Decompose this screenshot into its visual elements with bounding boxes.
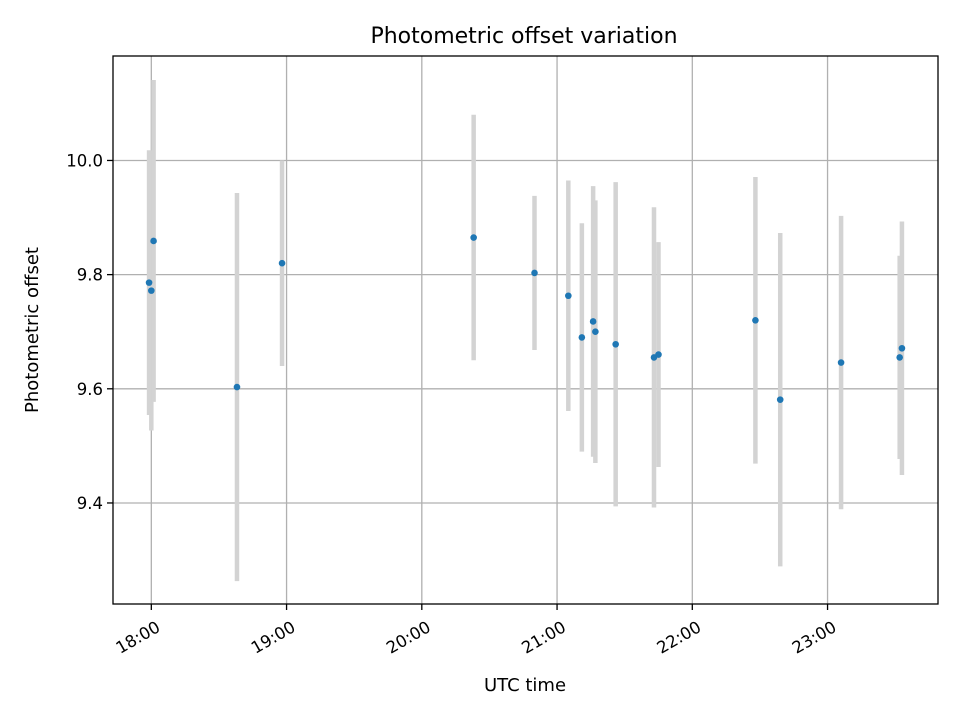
y-axis-label: Photometric offset bbox=[22, 247, 43, 413]
data-point bbox=[148, 287, 155, 294]
data-point bbox=[896, 354, 903, 361]
data-point bbox=[150, 237, 157, 245]
data-point bbox=[612, 340, 619, 348]
y-tick-label: 10.0 bbox=[66, 151, 103, 170]
point-layer bbox=[145, 234, 906, 403]
data-point bbox=[592, 328, 599, 336]
data-point bbox=[776, 396, 784, 403]
plot-frame bbox=[112, 55, 939, 605]
x-tick-label: 22:00 bbox=[654, 617, 705, 657]
grid-layer bbox=[113, 56, 938, 604]
data-point bbox=[278, 259, 286, 267]
data-point bbox=[837, 359, 845, 366]
errorbar-layer bbox=[146, 79, 905, 582]
data-point bbox=[578, 334, 586, 341]
data-point bbox=[470, 234, 477, 241]
y-tick-label: 9.6 bbox=[77, 380, 103, 399]
data-point bbox=[752, 316, 759, 324]
data-point bbox=[531, 269, 538, 277]
tick-layer: 18:00 19:00 20:00 21:00 22:00 23:00 9.4 9.6 9.8 1… bbox=[66, 151, 839, 657]
x-tick-label: 23:00 bbox=[789, 617, 840, 657]
x-axis-label: UTC time bbox=[484, 675, 566, 696]
data-point bbox=[655, 351, 662, 358]
x-tick-label: 18:00 bbox=[113, 617, 164, 657]
x-tick-label: 19:00 bbox=[248, 617, 299, 657]
data-point bbox=[898, 344, 906, 352]
y-tick-label: 9.4 bbox=[77, 494, 103, 513]
y-tick-label: 9.8 bbox=[77, 266, 103, 285]
data-point bbox=[589, 318, 597, 325]
data-point bbox=[233, 383, 241, 391]
x-tick-label: 20:00 bbox=[383, 617, 434, 657]
x-tick-label: 21:00 bbox=[518, 617, 569, 657]
data-point bbox=[565, 292, 572, 300]
data-point bbox=[145, 279, 153, 286]
chart-title: Photometric offset variation bbox=[370, 24, 677, 49]
